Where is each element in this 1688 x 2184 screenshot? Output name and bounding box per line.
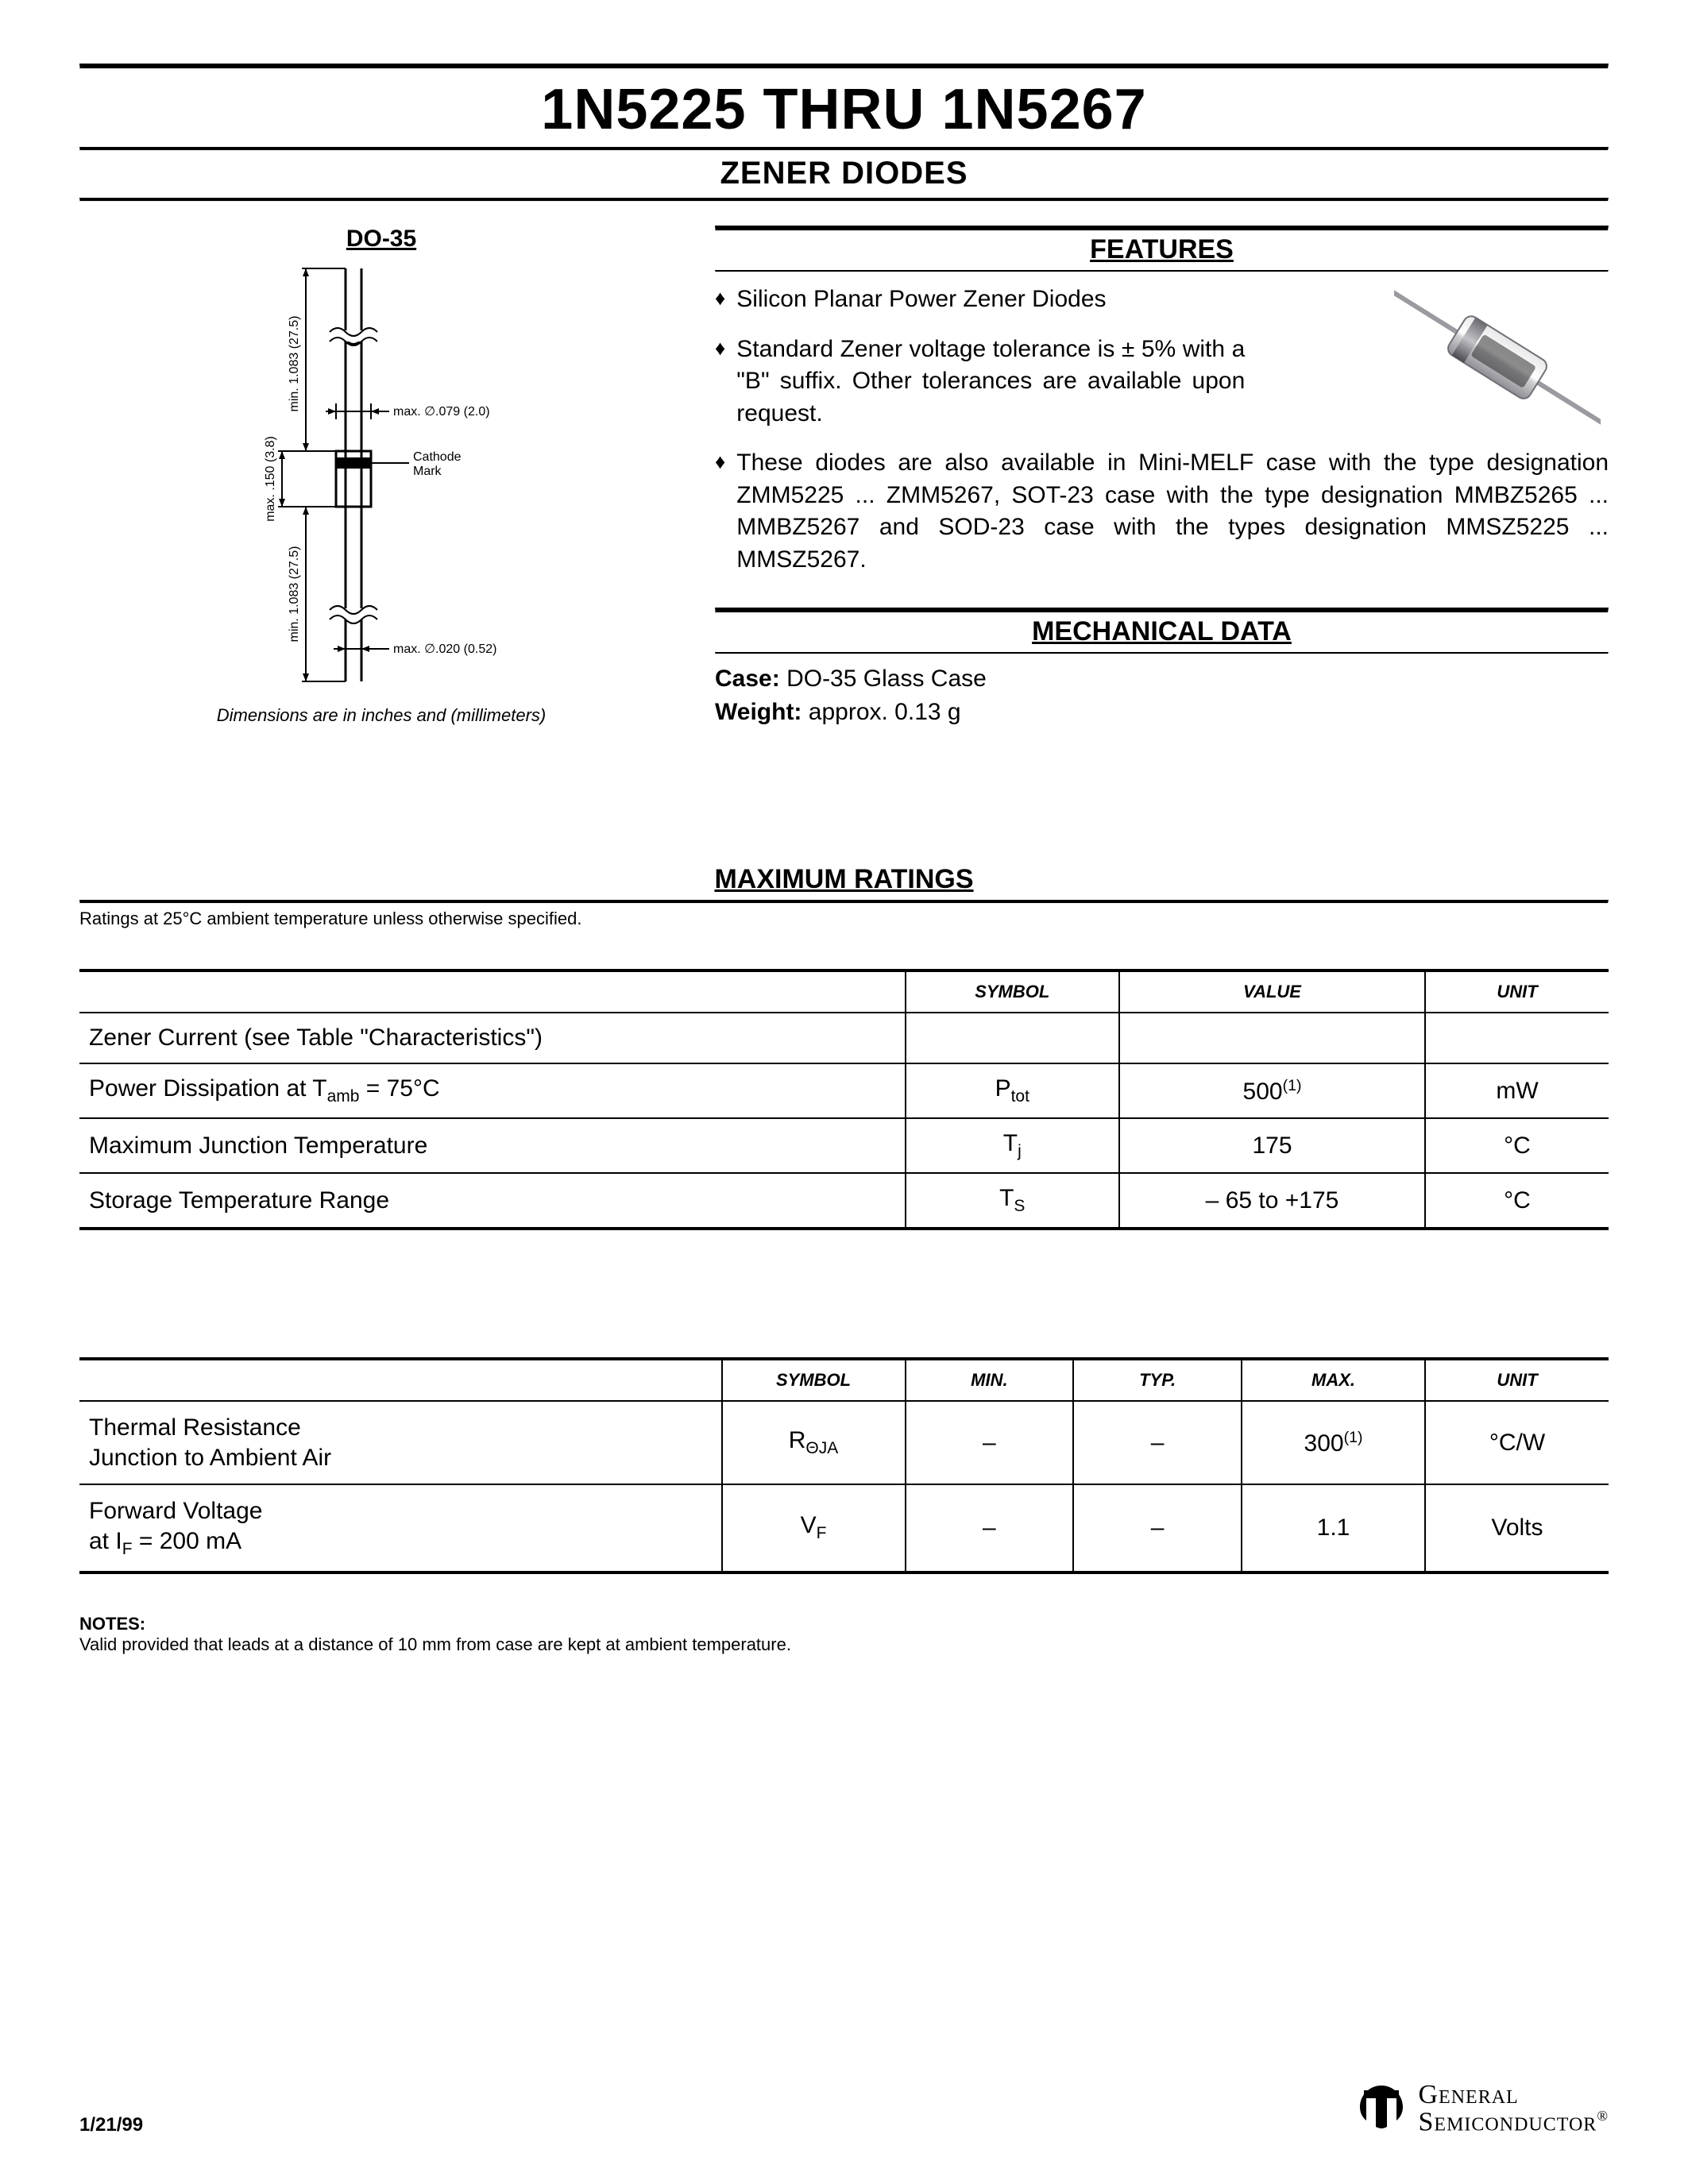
- cell-param: Maximum Junction Temperature: [79, 1118, 906, 1173]
- logo-icon: [1354, 2081, 1409, 2136]
- cell-unit: Volts: [1425, 1484, 1609, 1572]
- cell-unit: °C/W: [1425, 1401, 1609, 1484]
- cell-param: Zener Current (see Table "Characteristic…: [79, 1013, 906, 1063]
- case-label: Case:: [715, 666, 780, 692]
- cell-min: –: [906, 1401, 1074, 1484]
- logo-line1: General: [1419, 2080, 1519, 2109]
- table-row: Maximum Junction TemperatureTj175°C: [79, 1118, 1609, 1173]
- cell-symbol: Ptot: [906, 1063, 1120, 1118]
- col-symbol: SYMBOL: [906, 970, 1120, 1013]
- cell-symbol: VF: [722, 1484, 906, 1572]
- table-row: Thermal ResistanceJunction to Ambient Ai…: [79, 1401, 1609, 1484]
- table-row: Storage Temperature RangeTS– 65 to +175°…: [79, 1173, 1609, 1229]
- mechanical-heading: MECHANICAL DATA: [715, 613, 1609, 652]
- weight-label: Weight:: [715, 699, 802, 725]
- overview-columns: DO-35 min. 1.083 (27.5): [79, 226, 1609, 729]
- cell-max: 300(1): [1242, 1401, 1425, 1484]
- notes-text: Valid provided that leads at a distance …: [79, 1634, 1609, 1655]
- cell-typ: –: [1073, 1484, 1242, 1572]
- subtitle: ZENER DIODES: [79, 151, 1609, 198]
- diode-photo: [1394, 278, 1601, 437]
- cell-typ: –: [1073, 1401, 1242, 1484]
- cell-min: –: [906, 1484, 1074, 1572]
- cathode-label-2: Mark: [413, 465, 442, 478]
- company-logo: General Semiconductor®: [1354, 2081, 1609, 2136]
- dim-body-dia: max. ∅.079 (2.0): [393, 405, 490, 419]
- package-diagram: min. 1.083 (27.5) max. .150 (3.8) min. 1…: [250, 260, 512, 689]
- cell-param: Power Dissipation at Tamb = 75°C: [79, 1063, 906, 1118]
- dim-lead-length-bottom: min. 1.083 (27.5): [288, 546, 301, 642]
- col-param: [79, 1359, 722, 1401]
- table-row: Forward Voltageat IF = 200 mAVF––1.1Volt…: [79, 1484, 1609, 1572]
- notes-heading: NOTES:: [79, 1614, 1609, 1634]
- cell-param: Storage Temperature Range: [79, 1173, 906, 1229]
- col-min: MIN.: [906, 1359, 1074, 1401]
- col-value: VALUE: [1119, 970, 1425, 1013]
- dim-lead-length-top: min. 1.083 (27.5): [288, 316, 301, 412]
- features-heading: FEATURES: [715, 231, 1609, 270]
- col-unit: UNIT: [1425, 1359, 1609, 1401]
- footer: 1/21/99 General Semiconductor®: [79, 2081, 1609, 2136]
- dim-lead-dia: max. ∅.020 (0.52): [393, 642, 496, 656]
- package-label: DO-35: [346, 226, 416, 253]
- cell-symbol: RΘJA: [722, 1401, 906, 1484]
- feature-item: ♦These diodes are also available in Mini…: [715, 447, 1609, 576]
- ratings-heading: MAXIMUM RATINGS: [79, 864, 1609, 900]
- case-value: DO-35 Glass Case: [786, 666, 987, 692]
- main-title: 1N5225 THRU 1N5267: [79, 69, 1609, 147]
- cell-symbol: Tj: [906, 1118, 1120, 1173]
- cell-max: 1.1: [1242, 1484, 1425, 1572]
- notes-block: NOTES: Valid provided that leads at a di…: [79, 1614, 1609, 1655]
- cell-param: Forward Voltageat IF = 200 mA: [79, 1484, 722, 1572]
- rule-under-subtitle: [79, 198, 1609, 202]
- table-row: Power Dissipation at Tamb = 75°CPtot500(…: [79, 1063, 1609, 1118]
- cell-unit: mW: [1425, 1063, 1609, 1118]
- table-row: Zener Current (see Table "Characteristic…: [79, 1013, 1609, 1063]
- col-typ: TYP.: [1073, 1359, 1242, 1401]
- cell-unit: °C: [1425, 1173, 1609, 1229]
- cell-value: – 65 to +175: [1119, 1173, 1425, 1229]
- col-unit: UNIT: [1425, 970, 1609, 1013]
- weight-value: approx. 0.13 g: [809, 699, 961, 725]
- footer-date: 1/21/99: [79, 2114, 143, 2136]
- cell-symbol: [906, 1013, 1120, 1063]
- dimensions-note: Dimensions are in inches and (millimeter…: [217, 705, 546, 726]
- rule-top: [79, 64, 1609, 69]
- cell-param: Thermal ResistanceJunction to Ambient Ai…: [79, 1401, 722, 1484]
- cell-unit: °C: [1425, 1118, 1609, 1173]
- cell-value: [1119, 1013, 1425, 1063]
- col-max: MAX.: [1242, 1359, 1425, 1401]
- mechanical-block: MECHANICAL DATA Case: DO-35 Glass Case W…: [715, 608, 1609, 729]
- ratings-table: SYMBOL VALUE UNIT Zener Current (see Tab…: [79, 969, 1609, 1230]
- col-param: [79, 970, 906, 1013]
- cathode-label-1: Cathode: [413, 450, 462, 464]
- col-symbol: SYMBOL: [722, 1359, 906, 1401]
- logo-line2: Semiconductor: [1419, 2107, 1597, 2136]
- dim-body-length: max. .150 (3.8): [264, 436, 277, 522]
- cell-unit: [1425, 1013, 1609, 1063]
- ratings-section: MAXIMUM RATINGS Ratings at 25°C ambient …: [79, 864, 1609, 1230]
- cell-symbol: TS: [906, 1173, 1120, 1229]
- ratings-note: Ratings at 25°C ambient temperature unle…: [79, 904, 1609, 969]
- thermal-section: SYMBOL MIN. TYP. MAX. UNIT Thermal Resis…: [79, 1357, 1609, 1574]
- package-column: DO-35 min. 1.083 (27.5): [79, 226, 683, 729]
- logo-reg: ®: [1597, 2108, 1609, 2124]
- thermal-table: SYMBOL MIN. TYP. MAX. UNIT Thermal Resis…: [79, 1357, 1609, 1574]
- cell-value: 500(1): [1119, 1063, 1425, 1118]
- feature-text: Standard Zener voltage tolerance is ± 5%…: [736, 334, 1245, 430]
- feature-text: These diodes are also available in Mini-…: [736, 447, 1609, 576]
- cell-value: 175: [1119, 1118, 1425, 1173]
